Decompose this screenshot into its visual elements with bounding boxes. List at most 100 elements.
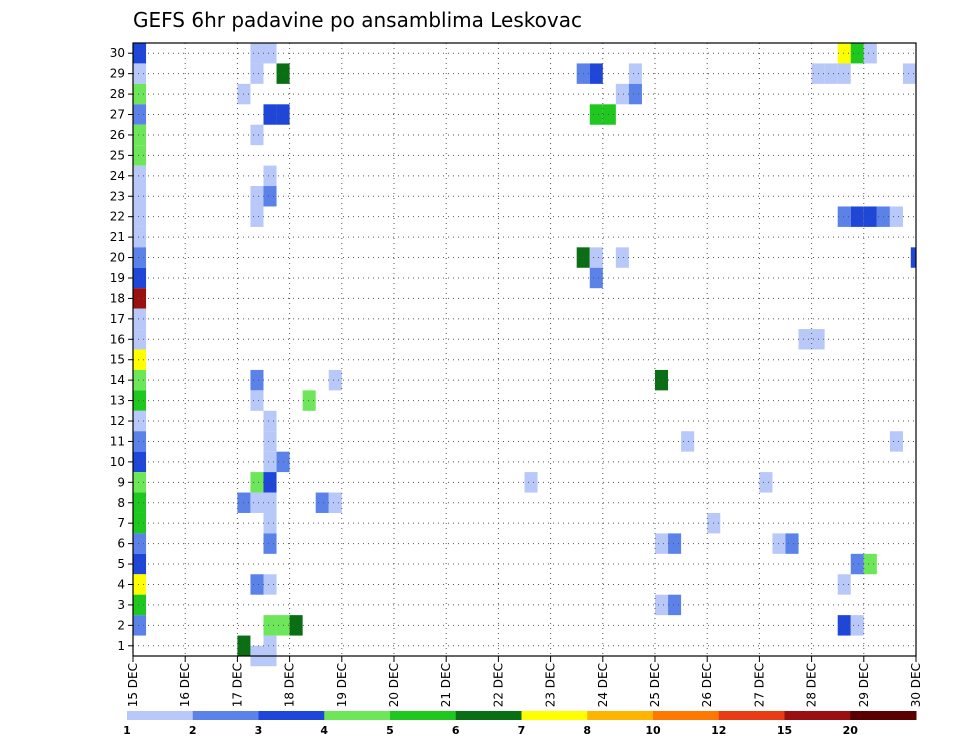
colorbar-swatch-1 — [192, 711, 259, 720]
y-tick-label: 28 — [110, 87, 125, 101]
grid-layer — [133, 43, 916, 656]
precip-cell-37 — [250, 369, 264, 391]
precip-cell-38 — [250, 390, 264, 411]
precip-cell-83 — [668, 594, 682, 616]
y-tick-label: 15 — [110, 353, 125, 367]
colorbar: 1 2 3 4 5 6 7 8 10 12 15 20 — [123, 711, 917, 737]
y-tick-label: 16 — [110, 332, 125, 346]
x-tick-label: 20 DEC — [387, 663, 401, 707]
precip-cell-108 — [902, 63, 916, 84]
colorbar-label: 1 — [123, 724, 131, 737]
x-tick-label: 27 DEC — [752, 663, 766, 707]
precip-cell-46 — [263, 186, 277, 207]
x-tick-label: 15 DEC — [126, 663, 140, 707]
precip-cell-70 — [589, 63, 603, 84]
x-tick-label: 19 DEC — [335, 663, 349, 707]
precip-cell-3 — [133, 104, 147, 125]
precip-cell-76 — [615, 247, 629, 268]
ticks-layer: 1234567891011121314151617181920212223242… — [110, 46, 923, 707]
precip-cell-32 — [250, 43, 264, 64]
precip-cell-22 — [133, 492, 147, 513]
precip-cell-106 — [889, 206, 903, 227]
precip-cell-7 — [133, 186, 147, 207]
precip-cell-102 — [863, 43, 877, 64]
precip-cell-97 — [837, 615, 851, 636]
precip-cell-93 — [837, 43, 851, 64]
colorbar-label: 8 — [583, 724, 591, 737]
x-tick-label: 29 DEC — [857, 663, 871, 707]
y-tick-label: 9 — [117, 475, 125, 489]
precip-cell-50 — [263, 472, 277, 493]
precip-cell-43 — [263, 43, 277, 64]
precip-cell-5 — [133, 145, 147, 166]
precip-cell-0 — [133, 43, 147, 64]
precip-cell-27 — [133, 594, 147, 616]
y-tick-label: 29 — [110, 67, 125, 81]
y-tick-label: 5 — [117, 557, 125, 571]
precip-cell-26 — [133, 574, 147, 595]
y-tick-label: 20 — [110, 251, 125, 265]
precip-cell-6 — [133, 165, 147, 187]
precip-cell-11 — [133, 267, 147, 289]
precip-cell-73 — [589, 267, 603, 289]
precip-cell-34 — [250, 124, 264, 146]
precip-cell-51 — [263, 492, 277, 513]
x-tick-label: 16 DEC — [178, 663, 192, 707]
colorbar-swatch-8 — [653, 711, 720, 720]
precip-cell-75 — [615, 83, 629, 105]
precip-cell-14 — [133, 329, 147, 350]
cells-layer — [133, 43, 916, 667]
precip-cell-92 — [824, 63, 838, 84]
precip-cell-107 — [889, 431, 903, 452]
precip-cell-41 — [250, 574, 264, 595]
colorbar-label: 15 — [777, 724, 792, 737]
x-tick-label: 22 DEC — [491, 663, 505, 707]
precip-cell-19 — [133, 431, 147, 452]
precip-cell-103 — [863, 206, 877, 227]
y-tick-label: 12 — [110, 414, 125, 428]
x-tick-label: 28 DEC — [805, 663, 819, 707]
precip-cell-71 — [589, 104, 603, 125]
precip-cell-24 — [133, 533, 147, 554]
y-tick-label: 30 — [110, 46, 125, 60]
y-tick-label: 24 — [110, 169, 125, 183]
x-tick-label: 18 DEC — [283, 663, 297, 707]
x-tick-label: 30 DEC — [909, 663, 923, 707]
y-tick-label: 27 — [110, 108, 125, 122]
colorbar-swatch-3 — [324, 711, 391, 720]
precip-cell-82 — [668, 533, 682, 554]
y-tick-label: 25 — [110, 148, 125, 162]
colorbar-label: 3 — [255, 724, 263, 737]
colorbar-label: 10 — [645, 724, 661, 737]
precip-cell-65 — [328, 369, 342, 391]
chart-title: GEFS 6hr padavine po ansamblima Leskovac — [133, 8, 582, 32]
precip-cell-95 — [837, 206, 851, 227]
colorbar-label: 4 — [320, 724, 328, 737]
precip-cell-18 — [133, 410, 147, 432]
y-tick-label: 1 — [117, 639, 125, 653]
y-tick-label: 10 — [110, 455, 125, 469]
precip-cell-47 — [263, 410, 277, 432]
precip-cell-12 — [133, 288, 147, 309]
precip-cell-55 — [263, 615, 277, 636]
precip-cell-20 — [133, 451, 147, 473]
precip-cell-98 — [850, 43, 864, 64]
precip-cell-1 — [133, 63, 147, 84]
precip-cell-94 — [837, 63, 851, 84]
precip-cell-23 — [133, 512, 147, 534]
precip-cell-101 — [850, 615, 864, 636]
precip-cell-28 — [133, 615, 147, 636]
y-tick-label: 23 — [110, 189, 125, 203]
y-tick-label: 2 — [117, 618, 125, 632]
x-tick-label: 23 DEC — [544, 663, 558, 707]
precip-cell-48 — [263, 431, 277, 452]
precip-cell-17 — [133, 390, 147, 411]
y-tick-label: 17 — [110, 312, 125, 326]
x-tick-label: 26 DEC — [700, 663, 714, 707]
colorbar-swatch-2 — [258, 711, 325, 720]
y-tick-label: 4 — [117, 577, 125, 591]
y-tick-label: 21 — [110, 230, 125, 244]
precip-cell-89 — [798, 329, 812, 350]
precip-cell-10 — [133, 247, 147, 268]
